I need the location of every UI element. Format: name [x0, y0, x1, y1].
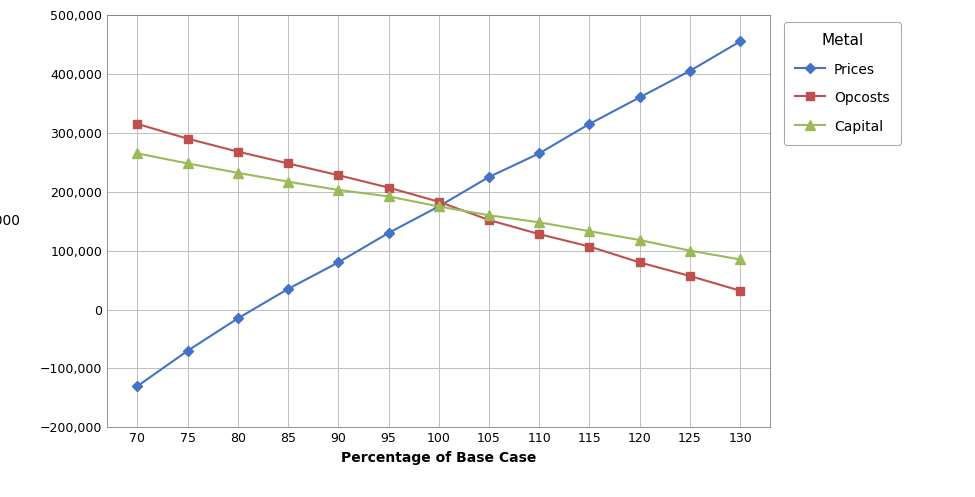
Capital: [282, 179, 293, 185]
X-axis label: Percentage of Base Case: Percentage of Base Case: [341, 451, 536, 465]
Capital: [332, 187, 344, 193]
Capital: [533, 219, 545, 225]
Opcosts: [634, 259, 645, 265]
Capital: [132, 151, 143, 157]
Prices: [484, 174, 495, 180]
Opcosts: [332, 172, 344, 178]
Capital: [684, 248, 696, 253]
Line: Opcosts: Opcosts: [134, 120, 744, 295]
Prices: [382, 230, 394, 236]
Prices: [332, 259, 344, 265]
Opcosts: [584, 244, 596, 249]
Opcosts: [734, 288, 746, 294]
Prices: [132, 383, 143, 389]
Opcosts: [533, 231, 545, 237]
Prices: [181, 348, 193, 354]
Capital: [584, 228, 596, 234]
Opcosts: [282, 161, 293, 166]
Capital: [634, 237, 645, 243]
Opcosts: [181, 136, 193, 142]
Opcosts: [382, 184, 394, 190]
Prices: [584, 121, 596, 127]
Opcosts: [433, 199, 445, 205]
Capital: [484, 212, 495, 218]
Capital: [181, 161, 193, 166]
Prices: [734, 38, 746, 44]
Opcosts: [232, 149, 244, 155]
Line: Prices: Prices: [134, 38, 744, 390]
Prices: [634, 94, 645, 100]
Prices: [433, 203, 445, 209]
Capital: [232, 170, 244, 176]
Line: Capital: Capital: [133, 149, 745, 264]
Prices: [232, 316, 244, 322]
Prices: [684, 68, 696, 74]
Opcosts: [484, 217, 495, 223]
Opcosts: [684, 273, 696, 279]
Capital: [433, 203, 445, 209]
Opcosts: [132, 121, 143, 127]
Capital: [734, 256, 746, 262]
Y-axis label: $'000: $'000: [0, 214, 20, 228]
Legend: Prices, Opcosts, Capital: Prices, Opcosts, Capital: [784, 22, 901, 145]
Capital: [382, 193, 394, 199]
Prices: [533, 151, 545, 157]
Prices: [282, 286, 293, 292]
